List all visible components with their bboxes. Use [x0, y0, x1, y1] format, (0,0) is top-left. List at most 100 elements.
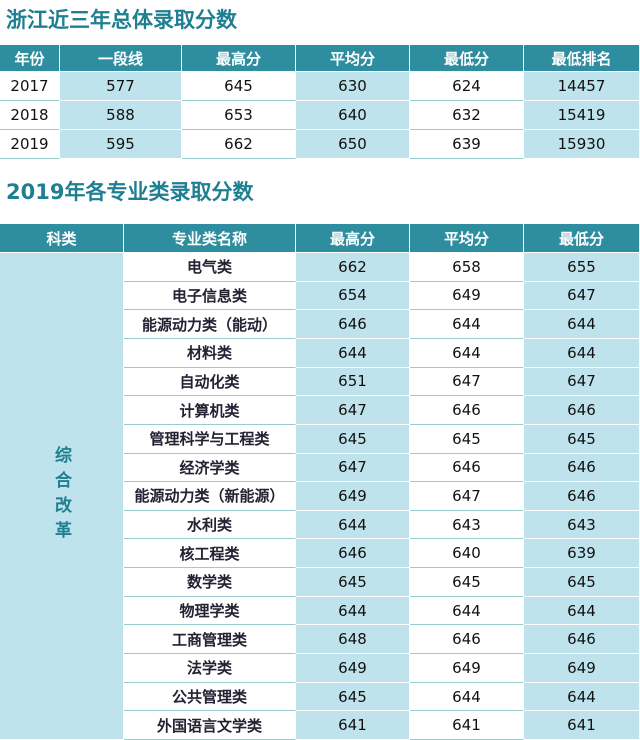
table-cell: 647: [524, 367, 640, 397]
table-cell: 650: [296, 130, 410, 159]
table-cell: 653: [182, 101, 296, 130]
table-cell: 588: [60, 101, 182, 130]
table-cell: 646: [410, 625, 524, 655]
header-cell: 平均分: [410, 224, 524, 253]
table-cell: 644: [296, 596, 410, 626]
table-cell: 645: [296, 568, 410, 597]
table-cell: 647: [410, 482, 524, 511]
table-cell: 644: [296, 510, 410, 540]
table-cell: 646: [296, 310, 410, 339]
table-cell: 646: [524, 482, 640, 511]
table-cell: 646: [410, 453, 524, 483]
table-cell: 645: [410, 424, 524, 454]
table-cell: 645: [296, 424, 410, 454]
table-cell: 2017: [0, 72, 60, 101]
table-cell: 管理科学与工程类: [124, 424, 296, 454]
table-cell: 577: [60, 72, 182, 101]
table-cell: 能源动力类（新能源）: [124, 482, 296, 511]
table-cell: 14457: [524, 72, 640, 101]
table-cell: 644: [410, 682, 524, 712]
table-cell: 641: [410, 711, 524, 740]
table-cell: 物理学类: [124, 596, 296, 626]
table-cell: 材料类: [124, 338, 296, 368]
table-cell: 2018: [0, 101, 60, 130]
category-cell: 综合改革: [0, 253, 124, 740]
table-cell: 662: [296, 253, 410, 282]
table-cell: 645: [524, 424, 640, 454]
table-cell: 水利类: [124, 510, 296, 540]
table-cell: 15930: [524, 130, 640, 159]
table-cell: 641: [296, 711, 410, 740]
table-cell: 649: [410, 654, 524, 683]
table-cell: 639: [410, 130, 524, 159]
table-cell: 646: [296, 539, 410, 569]
table-cell: 644: [410, 596, 524, 626]
table-cell: 电子信息类: [124, 281, 296, 311]
table-cell: 662: [182, 130, 296, 159]
table-cell: 644: [410, 310, 524, 339]
section-title: 浙江近三年总体录取分数: [6, 8, 237, 32]
table-cell: 644: [410, 338, 524, 368]
table-cell: 数学类: [124, 568, 296, 597]
table-cell: 649: [524, 654, 640, 683]
table-cell: 644: [296, 338, 410, 368]
table-cell: 15419: [524, 101, 640, 130]
table-cell: 644: [524, 310, 640, 339]
table-cell: 641: [524, 711, 640, 740]
table-cell: 648: [296, 625, 410, 655]
table-cell: 630: [296, 72, 410, 101]
header-cell: 年份: [0, 45, 60, 72]
header-cell: 科类: [0, 224, 124, 253]
header-cell: 最低排名: [524, 45, 640, 72]
table-cell: 646: [524, 625, 640, 655]
header-cell: 最低分: [410, 45, 524, 72]
header-cell: 专业类名称: [124, 224, 296, 253]
table-cell: 640: [410, 539, 524, 569]
section-title: 2019年各专业类录取分数: [6, 180, 254, 204]
header-cell: 平均分: [296, 45, 410, 72]
table-cell: 643: [410, 510, 524, 540]
table-cell: 649: [296, 654, 410, 683]
table-cell: 654: [296, 281, 410, 311]
table-cell: 658: [410, 253, 524, 282]
table-cell: 644: [524, 682, 640, 712]
table-cell: 646: [410, 396, 524, 425]
table-cell: 647: [296, 396, 410, 425]
table-cell: 647: [410, 367, 524, 397]
table-cell: 经济学类: [124, 453, 296, 483]
table-cell: 644: [524, 338, 640, 368]
table-cell: 649: [296, 482, 410, 511]
table-cell: 649: [410, 281, 524, 311]
table-cell: 644: [524, 596, 640, 626]
table-cell: 646: [524, 396, 640, 425]
table-cell: 646: [524, 453, 640, 483]
header-cell: 最低分: [524, 224, 640, 253]
table-cell: 自动化类: [124, 367, 296, 397]
table-cell: 595: [60, 130, 182, 159]
table-cell: 能源动力类（能动）: [124, 310, 296, 339]
table-cell: 645: [410, 568, 524, 597]
table-cell: 645: [182, 72, 296, 101]
table-cell: 核工程类: [124, 539, 296, 569]
table-cell: 计算机类: [124, 396, 296, 425]
table-cell: 651: [296, 367, 410, 397]
table-cell: 647: [524, 281, 640, 311]
table-cell: 655: [524, 253, 640, 282]
table-cell: 2019: [0, 130, 60, 159]
header-cell: 最高分: [182, 45, 296, 72]
table-cell: 外国语言文学类: [124, 711, 296, 740]
table-cell: 645: [296, 682, 410, 712]
table-cell: 624: [410, 72, 524, 101]
table-cell: 632: [410, 101, 524, 130]
header-cell: 一段线: [60, 45, 182, 72]
table-cell: 法学类: [124, 654, 296, 683]
table-cell: 639: [524, 539, 640, 569]
table-cell: 工商管理类: [124, 625, 296, 655]
header-cell: 最高分: [296, 224, 410, 253]
table-cell: 电气类: [124, 253, 296, 282]
table-cell: 647: [296, 453, 410, 483]
table-cell: 645: [524, 568, 640, 597]
table-cell: 公共管理类: [124, 682, 296, 712]
table-cell: 643: [524, 510, 640, 540]
